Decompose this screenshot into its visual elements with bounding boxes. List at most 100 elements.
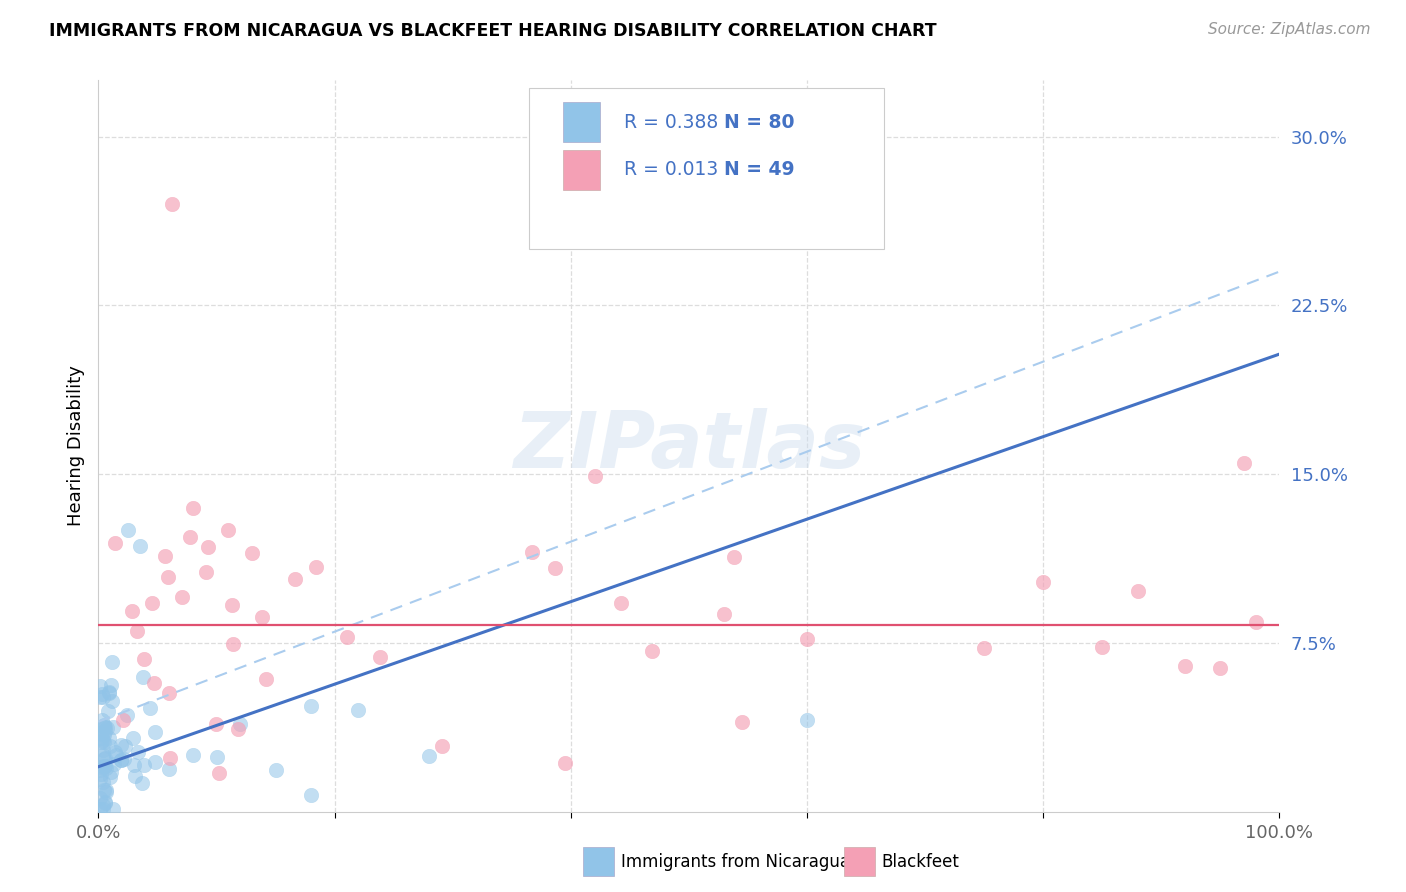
Point xyxy=(93,782,115,797)
Point xyxy=(89,772,111,787)
Point xyxy=(159,751,181,765)
Point xyxy=(90,731,112,746)
Point xyxy=(418,749,440,764)
Point xyxy=(796,713,818,727)
Point xyxy=(100,694,122,708)
Point xyxy=(114,739,136,753)
Point xyxy=(264,764,287,778)
Point xyxy=(94,724,117,739)
Point xyxy=(205,750,228,764)
Text: IMMIGRANTS FROM NICARAGUA VS BLACKFEET HEARING DISABILITY CORRELATION CHART: IMMIGRANTS FROM NICARAGUA VS BLACKFEET H… xyxy=(49,22,936,40)
Point xyxy=(94,783,117,797)
Point xyxy=(90,767,112,781)
Point xyxy=(157,686,180,700)
Point xyxy=(1032,575,1054,590)
Point xyxy=(796,632,818,646)
Point xyxy=(713,607,735,622)
Point xyxy=(554,756,576,770)
Point xyxy=(143,724,166,739)
Point xyxy=(181,747,204,762)
Point xyxy=(226,722,249,736)
Point xyxy=(1126,583,1149,598)
Point xyxy=(299,789,322,803)
Point xyxy=(229,717,252,731)
Point xyxy=(160,197,183,211)
Point xyxy=(115,707,138,722)
Point xyxy=(91,732,114,747)
Text: R = 0.388: R = 0.388 xyxy=(624,112,718,132)
Point xyxy=(217,524,239,538)
Point xyxy=(723,550,745,565)
Point xyxy=(101,720,124,734)
Point xyxy=(93,690,115,704)
Point xyxy=(347,703,370,717)
Point xyxy=(94,720,117,734)
Point xyxy=(240,546,263,560)
Point xyxy=(97,731,120,745)
Point xyxy=(103,757,125,772)
Point xyxy=(93,797,115,812)
Point xyxy=(91,775,114,789)
Point xyxy=(94,785,117,799)
Point xyxy=(432,739,454,753)
Point xyxy=(1091,640,1114,654)
Point xyxy=(100,764,122,779)
Point xyxy=(1233,456,1256,470)
Point xyxy=(124,758,146,772)
Point xyxy=(93,759,115,773)
Point xyxy=(93,735,115,749)
Point xyxy=(208,765,231,780)
Point xyxy=(520,545,543,559)
Text: Source: ZipAtlas.com: Source: ZipAtlas.com xyxy=(1208,22,1371,37)
Point xyxy=(96,721,118,735)
Point xyxy=(93,720,115,734)
Point xyxy=(305,559,328,574)
Point xyxy=(127,624,149,639)
Point xyxy=(181,500,204,515)
Point xyxy=(94,796,117,810)
Point xyxy=(100,678,122,692)
Point xyxy=(254,672,277,686)
Text: R = 0.013: R = 0.013 xyxy=(624,161,718,179)
Text: N = 80: N = 80 xyxy=(724,112,794,132)
Point xyxy=(157,762,180,776)
Point xyxy=(139,701,162,715)
Point xyxy=(121,731,143,746)
Point xyxy=(128,539,150,553)
Point xyxy=(141,596,163,610)
Point xyxy=(222,636,245,650)
Point xyxy=(124,769,146,783)
Point xyxy=(93,728,115,742)
Point xyxy=(195,566,218,580)
Point xyxy=(98,686,121,700)
Point xyxy=(973,640,995,655)
FancyBboxPatch shape xyxy=(562,150,600,190)
Point xyxy=(91,713,114,727)
Point xyxy=(1209,660,1232,674)
Point xyxy=(131,775,153,789)
Point xyxy=(94,795,117,809)
Point xyxy=(104,536,127,550)
Point xyxy=(110,739,132,753)
Point xyxy=(204,716,226,731)
Point xyxy=(117,524,139,538)
Text: N = 49: N = 49 xyxy=(724,161,794,179)
Point xyxy=(1244,615,1267,629)
Point xyxy=(104,747,127,762)
Point xyxy=(145,755,167,769)
Point xyxy=(299,698,322,713)
Point xyxy=(91,802,114,816)
Text: Immigrants from Nicaragua: Immigrants from Nicaragua xyxy=(621,853,851,871)
Point xyxy=(90,760,112,774)
Point xyxy=(111,714,134,728)
Point xyxy=(90,734,112,748)
Point xyxy=(100,770,122,784)
Point xyxy=(731,714,754,729)
Point xyxy=(101,655,124,669)
Point xyxy=(104,745,127,759)
Point xyxy=(156,570,179,584)
Point xyxy=(134,652,156,666)
Point xyxy=(132,670,155,684)
Point xyxy=(121,604,143,618)
Point xyxy=(89,763,111,777)
